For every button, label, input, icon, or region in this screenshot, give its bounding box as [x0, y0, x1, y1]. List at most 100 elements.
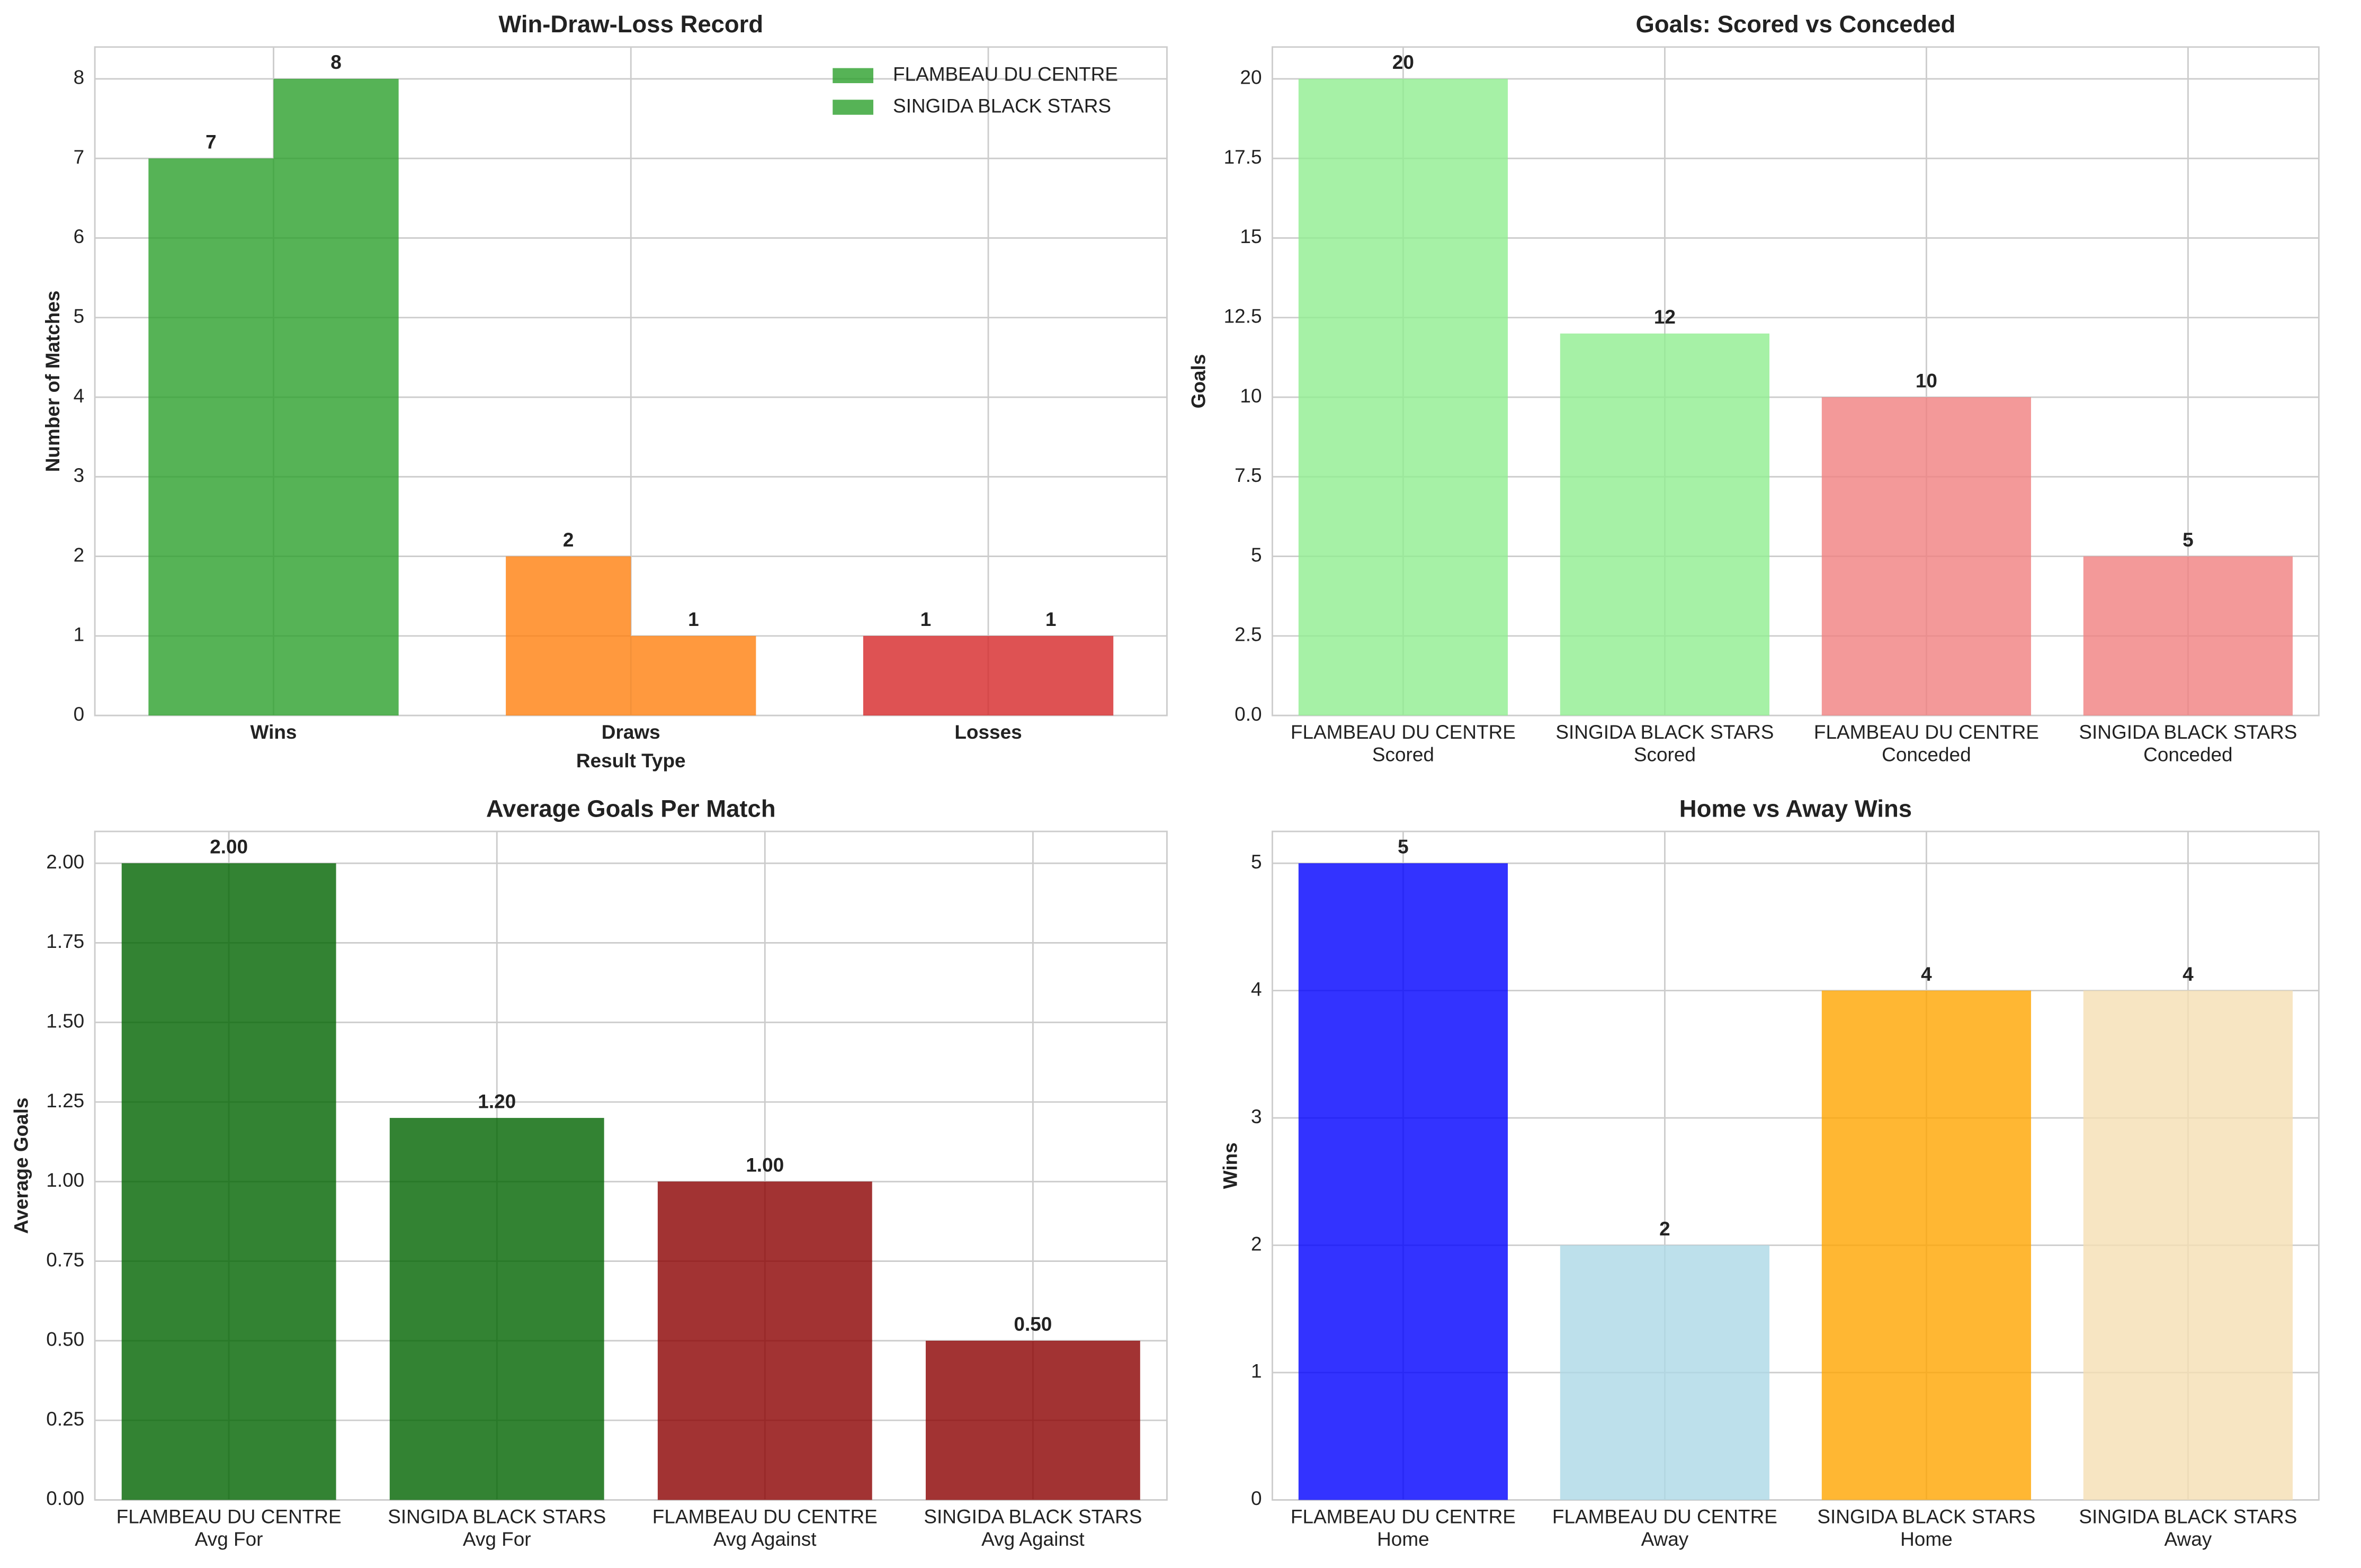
- y-tick-label: 1: [74, 624, 85, 646]
- y-tick-label: 0.75: [46, 1249, 84, 1270]
- legend-label: SINGIDA BLACK STARS: [893, 95, 1111, 117]
- y-tick-label: 0.0: [1235, 703, 1262, 725]
- y-axis-label: Number of Matches: [42, 291, 64, 472]
- value-label: 20: [1392, 51, 1414, 73]
- bar: [121, 863, 336, 1500]
- value-label: 2: [1659, 1218, 1670, 1240]
- y-tick-label: 0: [1251, 1488, 1262, 1509]
- x-axis-label: Result Type: [576, 750, 686, 772]
- y-tick-label: 2.5: [1235, 624, 1262, 646]
- y-tick-label: 4: [74, 385, 85, 407]
- bar: [1821, 990, 2032, 1500]
- value-label: 1: [1045, 608, 1057, 630]
- value-label: 5: [2183, 529, 2194, 551]
- y-tick-label: 1.50: [46, 1010, 84, 1032]
- y-tick-label: 6: [74, 226, 85, 247]
- y-tick-label: 0: [74, 703, 85, 725]
- chart-panel: Home vs Away Wins 0 1 2 3 4 5 Wins FLAMBEAU DU C…: [1219, 795, 2320, 1550]
- y-tick-label: 12.5: [1224, 306, 1262, 327]
- x-tick-label: SINGIDA BLACK STARS: [924, 1506, 1142, 1527]
- value-label: 5: [1398, 836, 1409, 858]
- bar: [925, 1340, 1140, 1500]
- value-label: 7: [205, 131, 217, 153]
- bar: [1298, 78, 1508, 716]
- bar: [1821, 397, 2032, 716]
- x-tick-label: SINGIDA BLACK STARS: [1555, 721, 1774, 743]
- bar: [1298, 863, 1508, 1500]
- y-tick-label: 2.00: [46, 851, 84, 873]
- x-tick-label: SINGIDA BLACK STARS: [2079, 721, 2297, 743]
- value-label: 8: [330, 51, 342, 73]
- x-tick-label: Losses: [954, 721, 1022, 743]
- x-tick-label: Conceded: [2143, 744, 2232, 766]
- x-tick-label: SINGIDA BLACK STARS: [2079, 1506, 2297, 1527]
- bar: [2083, 556, 2293, 716]
- x-tick-label: Avg For: [195, 1528, 263, 1550]
- value-label: 12: [1654, 306, 1676, 328]
- y-tick-label: 0.50: [46, 1329, 84, 1350]
- x-tick-label: Conceded: [1882, 744, 1971, 766]
- y-tick-label: 17.5: [1224, 146, 1262, 168]
- y-tick-label: 4: [1251, 978, 1262, 1000]
- bar: [273, 78, 399, 716]
- x-tick-label: Draws: [602, 721, 660, 743]
- y-axis-label: Average Goals: [10, 1098, 32, 1234]
- value-label: 1: [688, 608, 699, 630]
- y-tick-label: 20: [1240, 67, 1262, 88]
- y-tick-label: 15: [1240, 226, 1262, 247]
- y-axis-label: Wins: [1219, 1142, 1241, 1189]
- x-tick-label: FLAMBEAU DU CENTRE: [652, 1506, 878, 1527]
- value-label: 2.00: [210, 836, 248, 858]
- y-tick-label: 2: [74, 544, 85, 566]
- bar: [1560, 333, 1770, 716]
- y-tick-label: 3: [1251, 1106, 1262, 1127]
- bar: [631, 635, 756, 716]
- y-tick-label: 2: [1251, 1233, 1262, 1255]
- y-tick-label: 8: [74, 67, 85, 88]
- y-tick-label: 5: [1251, 544, 1262, 566]
- y-tick-label: 7.5: [1235, 464, 1262, 486]
- x-tick-label: FLAMBEAU DU CENTRE: [1291, 721, 1516, 743]
- y-tick-label: 0.25: [46, 1408, 84, 1430]
- x-tick-label: Home: [1900, 1528, 1953, 1550]
- x-tick-label: FLAMBEAU DU CENTRE: [1814, 721, 2039, 743]
- x-tick-label: Away: [1641, 1528, 1689, 1550]
- bar: [2083, 990, 2293, 1500]
- y-tick-label: 0.00: [46, 1488, 84, 1509]
- value-label: 2: [563, 529, 574, 551]
- y-tick-label: 5: [74, 306, 85, 327]
- legend-swatch: [833, 68, 874, 84]
- y-tick-label: 5: [1251, 851, 1262, 873]
- x-tick-label: FLAMBEAU DU CENTRE: [117, 1506, 342, 1527]
- chart-title: Average Goals Per Match: [486, 795, 776, 822]
- bar: [863, 635, 989, 716]
- y-tick-label: 3: [74, 464, 85, 486]
- y-tick-label: 1: [1251, 1360, 1262, 1382]
- bar: [657, 1181, 872, 1500]
- value-label: 10: [1916, 370, 1937, 391]
- chart-panel: Goals: Scored vs Conceded 0.0 2.5 5 7.5 10 12.…: [1188, 11, 2320, 766]
- value-label: 1: [920, 608, 932, 630]
- bar: [148, 158, 274, 716]
- x-tick-label: SINGIDA BLACK STARS: [388, 1506, 606, 1527]
- bar: [1560, 1245, 1770, 1500]
- chart-panel: Average Goals Per Match 0.00 0.25 0.50 0.75 1…: [10, 795, 1168, 1550]
- bar: [506, 556, 631, 716]
- y-axis-label: Goals: [1188, 354, 1210, 409]
- chart-title: Home vs Away Wins: [1679, 795, 1912, 822]
- x-tick-label: Home: [1377, 1528, 1429, 1550]
- value-label: 0.50: [1014, 1313, 1052, 1335]
- value-label: 4: [2183, 963, 2194, 985]
- bar: [988, 635, 1114, 716]
- x-tick-label: SINGIDA BLACK STARS: [1817, 1506, 2035, 1527]
- chart-title: Goals: Scored vs Conceded: [1635, 11, 1955, 38]
- chart-panel: Win-Draw-Loss Record 0 1 2 3 4 5 6 7 8 Number of M…: [42, 11, 1168, 772]
- x-tick-label: Wins: [251, 721, 297, 743]
- y-tick-label: 10: [1240, 385, 1262, 407]
- y-tick-label: 1.00: [46, 1169, 84, 1191]
- x-tick-label: Avg For: [463, 1528, 531, 1550]
- x-tick-label: FLAMBEAU DU CENTRE: [1291, 1506, 1516, 1527]
- legend-swatch: [833, 100, 874, 115]
- value-label: 1.20: [478, 1090, 516, 1112]
